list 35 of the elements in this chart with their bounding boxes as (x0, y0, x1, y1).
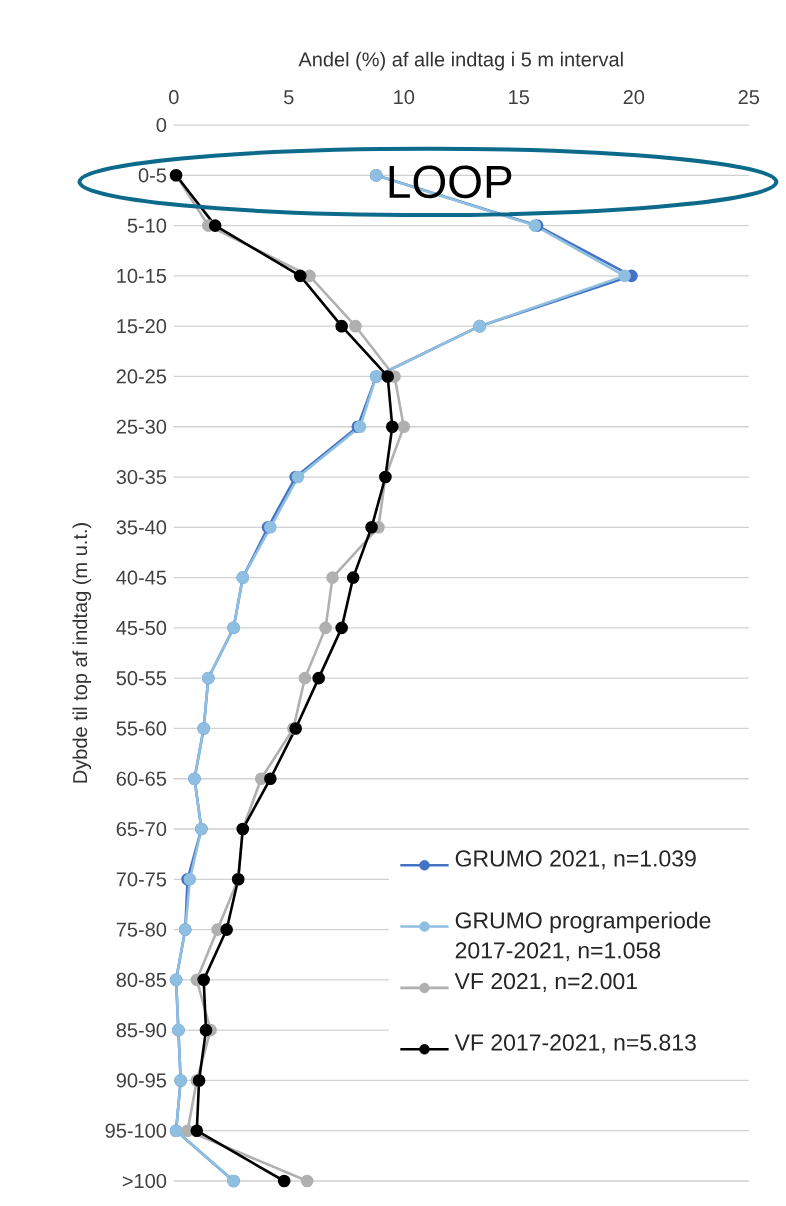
y-tick-label: 40-45 (116, 570, 167, 585)
legend-label: VF 2021, n=2.001 (454, 973, 638, 993)
x-tick-label: 15 (509, 90, 530, 105)
x-tick-label: 0 (169, 90, 179, 105)
y-tick-label: 60-65 (116, 771, 167, 786)
y-tick-label: 50-55 (116, 671, 167, 686)
y-tick-label: 80-85 (116, 972, 167, 987)
y-tick-label: 10-15 (117, 268, 167, 283)
y-tick-label: 0 (156, 117, 167, 133)
x-tick-label: 25 (738, 90, 760, 105)
y-tick-label: 95-100 (105, 1123, 167, 1138)
x-tick-label: 10 (394, 90, 415, 105)
y-tick-label: 5-10 (127, 218, 167, 233)
y-tick-label: 45-50 (116, 620, 167, 635)
y-tick-label: >100 (122, 1173, 167, 1189)
y-tick-label: 70-75 (116, 872, 167, 887)
y-tick-label: 55-60 (116, 721, 167, 736)
y-tick-label: 65-70 (116, 821, 167, 837)
x-axis-title: Andel (%) af alle indtag i 5 m interval (298, 51, 623, 71)
y-tick-label: 20-25 (116, 369, 167, 384)
x-tick-label: 20 (623, 90, 645, 105)
y-tick-label: 90-95 (116, 1073, 167, 1088)
y-tick-label: 75-80 (116, 922, 167, 937)
y-tick-label: 25-30 (116, 419, 167, 434)
y-tick-label: 15-20 (117, 319, 167, 334)
legend-label: GRUMO programperiode 2017-2021, n=1.058 (455, 911, 711, 962)
y-axis-title: Dybde til top af indtag (m u.t.) (72, 523, 92, 783)
annotation: LOOP (389, 165, 512, 199)
x-tick-label: 5 (284, 90, 294, 105)
y-tick-label: 35-40 (116, 520, 167, 535)
legend-label: GRUMO 2021, n=1.039 (455, 850, 696, 870)
y-tick-label: 85-90 (116, 1023, 167, 1038)
y-tick-label: 0-5 (138, 168, 167, 183)
y-tick-label: 30-35 (116, 469, 167, 485)
legend-label: VF 2017-2021, n=5.813 (454, 1034, 696, 1054)
